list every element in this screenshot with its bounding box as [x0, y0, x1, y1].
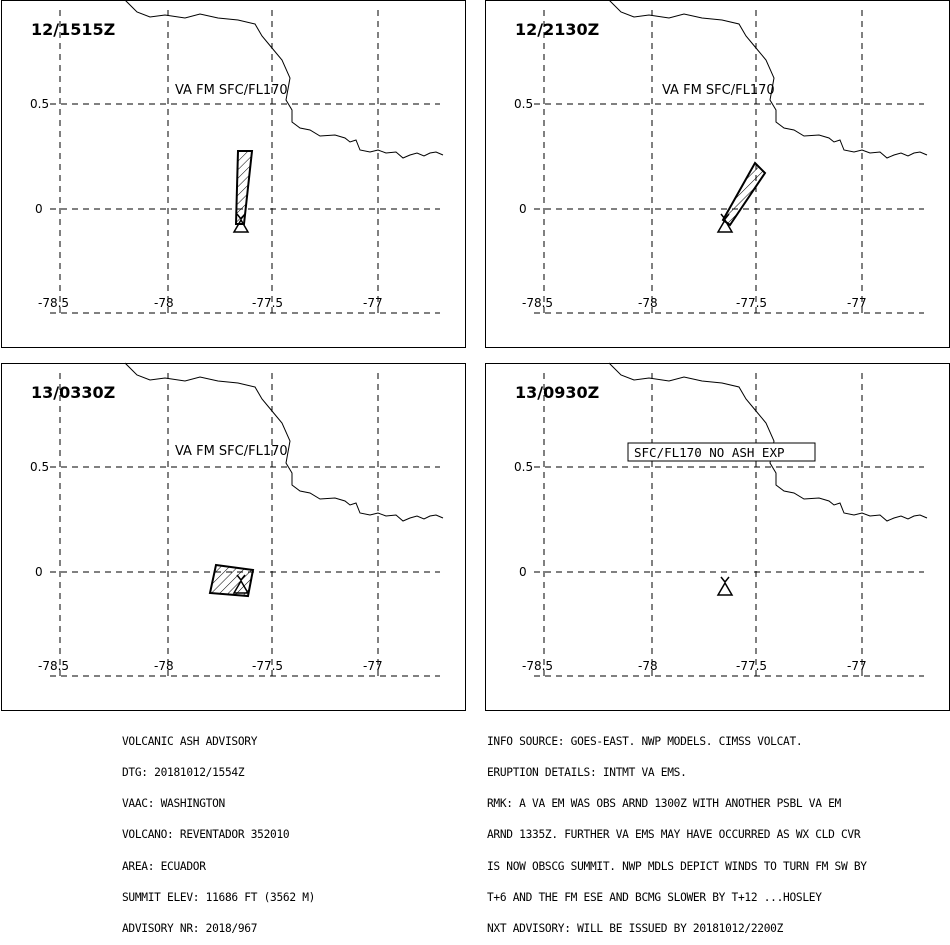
lat-label-0.5: 0.5 [30, 460, 49, 474]
panel-frame [485, 0, 950, 348]
map-panel-2: 0.5 0 -78.5 -78 -77.5 -77 12/2130Z VA FM SFC/FL… [485, 0, 950, 348]
advisory-vaac: VAAC: WASHINGTON [122, 797, 225, 811]
lon-label-3: -77 [363, 296, 383, 310]
lat-label-0.5: 0.5 [514, 460, 533, 474]
lon-label-0: -78.5 [522, 296, 553, 310]
map-panel-4: 0.5 0 -78.5 -78 -77.5 -77 13/0930Z SFC/FL170 NO… [485, 362, 950, 711]
valid-time: 13/0930Z [515, 383, 599, 402]
lon-label-1: -78 [638, 659, 658, 673]
ash-cloud-polygon [721, 161, 767, 227]
advisory-area: AREA: ECUADOR [122, 859, 206, 873]
coastline [124, 0, 444, 159]
lat-label-0.5: 0.5 [30, 97, 49, 111]
no-ash-label-box [627, 442, 816, 462]
ash-cloud-polygon [234, 150, 254, 225]
map-panel-1: 0.5 0 -78.5 -78 -77.5 -77 12/1515Z VA FM SFC/FL… [1, 0, 466, 348]
ash-cloud-polygon [208, 563, 255, 598]
advisory-volcano: VOLCANO: REVENTADOR 352010 [122, 828, 290, 842]
map-panel-3: 0.5 0 -78.5 -78 -77.5 -77 13/0330Z VA FM SFC/FL… [1, 362, 466, 711]
remarks-line-3: IS NOW OBSCG SUMMIT. NWP MDLS DEPICT WIN… [487, 859, 867, 873]
lon-label-0: -78.5 [38, 296, 69, 310]
remarks-line-1: RMK: A VA EM WAS OBS ARND 1300Z WITH ANO… [487, 797, 841, 811]
lon-label-0: -78.5 [38, 659, 69, 673]
lon-label-2: -77.5 [736, 296, 767, 310]
volcano-icon [716, 581, 734, 596]
ash-level-label: VA FM SFC/FL170 [175, 444, 288, 459]
lon-label-1: -78 [638, 296, 658, 310]
next-advisory: NXT ADVISORY: WILL BE ISSUED BY 20181012… [487, 922, 784, 936]
lon-label-1: -78 [154, 296, 174, 310]
coastline [608, 362, 928, 522]
lat-label-0: 0 [35, 202, 43, 216]
valid-time: 12/2130Z [515, 20, 599, 39]
lon-label-0: -78.5 [522, 659, 553, 673]
valid-time: 12/1515Z [31, 20, 115, 39]
advisory-number: ADVISORY NR: 2018/967 [122, 922, 258, 936]
coastline [124, 362, 444, 522]
advisory-title: VOLCANIC ASH ADVISORY [122, 734, 258, 748]
eruption-mark-icon [236, 213, 246, 221]
ash-level-label: VA FM SFC/FL170 [175, 83, 288, 98]
remarks-line-2: ARND 1335Z. FURTHER VA EMS MAY HAVE OCCU… [487, 828, 861, 842]
lon-label-1: -78 [154, 659, 174, 673]
volcano-icon [232, 579, 250, 594]
panel-frame [1, 0, 466, 348]
lon-label-3: -77 [847, 659, 867, 673]
lon-label-2: -77.5 [736, 659, 767, 673]
remarks-line-4: T+6 AND THE FM ESE AND BCMG SLOWER BY T+… [487, 890, 822, 904]
lat-label-0: 0 [35, 565, 43, 579]
lon-label-3: -77 [847, 296, 867, 310]
panel-frame [485, 363, 950, 711]
eruption-mark-icon [236, 574, 246, 582]
advisory-remarks-right: INFO SOURCE: GOES-EAST. NWP MODELS. CIMS… [487, 716, 867, 945]
panel-frame [1, 363, 466, 711]
eruption-mark-icon [720, 576, 730, 584]
advisory-summit-elev: SUMMIT ELEV: 11686 FT (3562 M) [122, 890, 316, 904]
lon-label-2: -77.5 [252, 659, 283, 673]
lon-label-3: -77 [363, 659, 383, 673]
advisory-dtg: DTG: 20181012/1554Z [122, 766, 245, 780]
eruption-mark-icon [720, 213, 730, 221]
volcano-icon [716, 218, 734, 233]
coastline [608, 0, 928, 159]
advisory-graphic: 0.5 0 -78.5 -78 -77.5 -77 12/1515Z VA FM SFC/FL… [1, 0, 950, 711]
lat-label-0.5: 0.5 [514, 97, 533, 111]
valid-time: 13/0330Z [31, 383, 115, 402]
ash-level-label: VA FM SFC/FL170 [662, 83, 775, 98]
no-ash-label: SFC/FL170 NO ASH EXP [634, 445, 785, 460]
info-source: INFO SOURCE: GOES-EAST. NWP MODELS. CIMS… [487, 734, 803, 748]
lon-label-2: -77.5 [252, 296, 283, 310]
lat-label-0: 0 [519, 565, 527, 579]
advisory-header-left: VOLCANIC ASH ADVISORY DTG: 20181012/1554… [122, 716, 315, 945]
lat-label-0: 0 [519, 202, 527, 216]
volcano-icon [232, 218, 250, 233]
eruption-details: ERUPTION DETAILS: INTMT VA EMS. [487, 766, 687, 780]
